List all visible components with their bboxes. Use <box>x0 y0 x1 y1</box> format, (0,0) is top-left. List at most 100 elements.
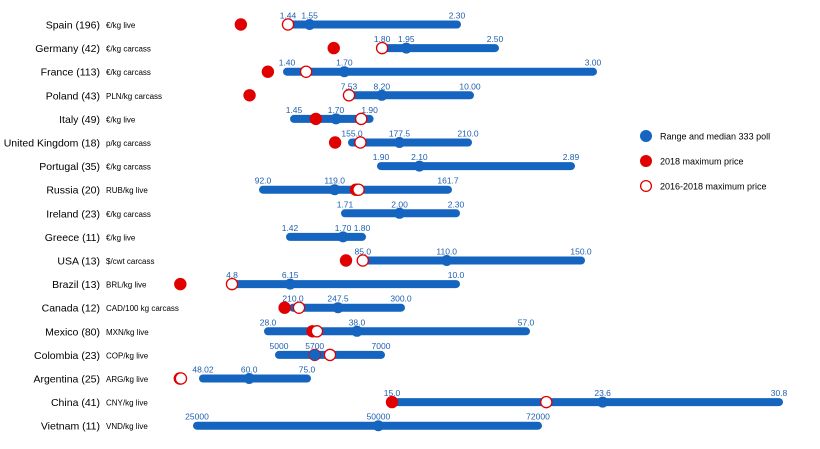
median-value-label: 23.6 <box>594 388 611 398</box>
max-value-label: 300.0 <box>390 294 412 304</box>
max-value-label: 57.0 <box>518 317 535 327</box>
max-2018-dot <box>174 277 187 291</box>
legend-item-range: Range and median 333 poll <box>640 130 770 142</box>
max-value-label: 75.0 <box>299 365 316 375</box>
min-value-label: 85.0 <box>355 247 372 257</box>
median-dot <box>393 137 405 148</box>
row-russia: Russia (20) RUB/kg live 92.0 119.0 161.7 <box>46 176 459 197</box>
max-2016-2018-dot <box>356 254 370 267</box>
legend-item-max2016_2018: 2016-2018 maximum price <box>639 179 767 193</box>
min-value-label: 28.0 <box>260 317 277 327</box>
legend-2018-swatch <box>640 155 652 167</box>
unit-label: CNY/kg live <box>106 399 148 408</box>
max-2016-2018-dot <box>174 372 188 385</box>
max-value-label: 1.80 <box>354 223 371 233</box>
legend-item-max2018: 2018 maximum price <box>640 155 744 167</box>
max-2016-2018-dot <box>310 325 324 338</box>
min-value-label: 210.0 <box>282 294 304 304</box>
median-value-label: 1.70 <box>336 58 353 68</box>
unit-label: €/kg live <box>106 21 136 30</box>
min-value-label: 1.44 <box>280 11 297 21</box>
legend-2016-2018-swatch <box>639 179 653 193</box>
median-value-label: 1.95 <box>398 34 415 44</box>
max-2018-dot <box>339 254 353 267</box>
row-canada: Canada (12) CAD/100 kg carcass 210.0 247.5 3… <box>42 294 412 315</box>
row-usa: USA (13) $/cwt carcass 85.0 110.0 150.0 <box>57 247 592 268</box>
median-dot <box>329 184 341 196</box>
max-2018-dot <box>234 18 248 31</box>
row-united-kingdom: United Kingdom (18) p/kg carcass 155.0 177.… <box>4 129 479 150</box>
min-value-label: 1.45 <box>286 105 303 115</box>
unit-label: MXN/kg live <box>106 328 149 337</box>
median-dot <box>338 66 350 78</box>
min-value-label: 1.42 <box>282 223 299 233</box>
country-label: Portugal (35) <box>39 161 100 173</box>
median-dot <box>413 160 425 172</box>
unit-label: COP/kg live <box>106 351 149 360</box>
row-greece: Greece (11) €/kg live 1.42 1.70 1.80 <box>45 223 371 244</box>
row-mexico: Mexico (80) MXN/kg live 28.0 38.0 57.0 <box>45 317 534 338</box>
min-value-label: 1.80 <box>374 34 391 44</box>
min-value-label: 4.8 <box>226 270 238 280</box>
row-italy: Italy (49) €/kg live 1.45 1.70 1.90 <box>59 105 378 126</box>
country-label: Spain (196) <box>46 20 100 32</box>
unit-label: ARG/kg live <box>106 375 149 384</box>
country-label: Ireland (23) <box>46 208 100 220</box>
max-value-label: 30.8 <box>771 388 788 398</box>
max-2016-2018-dot <box>375 41 389 55</box>
max-value-label: 1.90 <box>361 105 378 115</box>
unit-label: €/kg carcass <box>106 68 151 77</box>
median-value-label: 247.5 <box>327 294 349 304</box>
max-2016-2018-dot <box>342 89 356 102</box>
max-value-label: 150.0 <box>570 247 592 257</box>
median-value-label: 38.0 <box>349 317 366 327</box>
row-colombia: Colombia (23) COP/kg live 5000 5700 7000 <box>34 341 391 362</box>
max-2016-2018-dot <box>281 18 295 31</box>
median-dot <box>337 231 349 243</box>
median-dot <box>394 207 406 219</box>
median-dot <box>243 373 255 384</box>
row-ireland: Ireland (23) €/kg carcass 1.71 2.00 2.30 <box>46 199 464 220</box>
median-value-label: 50000 <box>367 412 391 422</box>
unit-label: PLN/kg carcass <box>106 92 162 101</box>
max-value-label: 10.0 <box>448 270 465 280</box>
max-2016-2018-dot <box>354 136 367 149</box>
median-value-label: 2.10 <box>411 152 428 162</box>
unit-label: €/kg carcass <box>106 210 151 219</box>
unit-label: RUB/kg live <box>106 186 148 195</box>
legend-label: Range and median 333 poll <box>660 132 770 142</box>
median-value-label: 5700 <box>305 341 324 351</box>
median-dot <box>597 396 609 408</box>
country-label: Poland (43) <box>46 90 100 102</box>
median-dot <box>330 113 342 125</box>
unit-label: €/kg live <box>106 233 136 242</box>
max-value-label: 10.00 <box>459 81 481 91</box>
max-value-label: 2.50 <box>487 34 504 44</box>
max-2016-2018-dot <box>292 301 306 314</box>
legend-label: 2018 maximum price <box>660 157 744 167</box>
unit-label: €/kg live <box>106 115 136 124</box>
row-vietnam: Vietnam (11) VND/kg live 25000 50000 72000 <box>41 412 550 433</box>
median-value-label: 177.5 <box>389 129 411 139</box>
legend-range-swatch <box>640 130 652 142</box>
max-2016-2018-dot <box>352 183 365 196</box>
median-dot <box>332 302 344 314</box>
max-2016-2018-dot <box>299 65 313 78</box>
max-2018-dot <box>327 41 340 55</box>
median-dot <box>284 278 296 290</box>
unit-label: $/cwt carcass <box>106 257 154 266</box>
row-china: China (41) CNY/kg live 15.0 23.6 30.8 <box>51 388 788 409</box>
max-value-label: 2.89 <box>563 152 580 162</box>
max-2018-dot <box>385 395 399 409</box>
country-label: Mexico (80) <box>45 326 100 338</box>
max-value-label: 2.30 <box>449 11 466 21</box>
median-dot <box>351 325 363 337</box>
max-2018-dot <box>328 136 342 149</box>
max-value-label: 2.30 <box>448 199 465 209</box>
country-label: Brazil (13) <box>52 279 100 291</box>
row-germany: Germany (42) €/kg carcass 1.80 1.95 2.50 <box>35 34 503 55</box>
country-label: USA (13) <box>57 256 100 268</box>
median-value-label: 110.0 <box>436 247 457 257</box>
country-label: Germany (42) <box>35 43 100 55</box>
